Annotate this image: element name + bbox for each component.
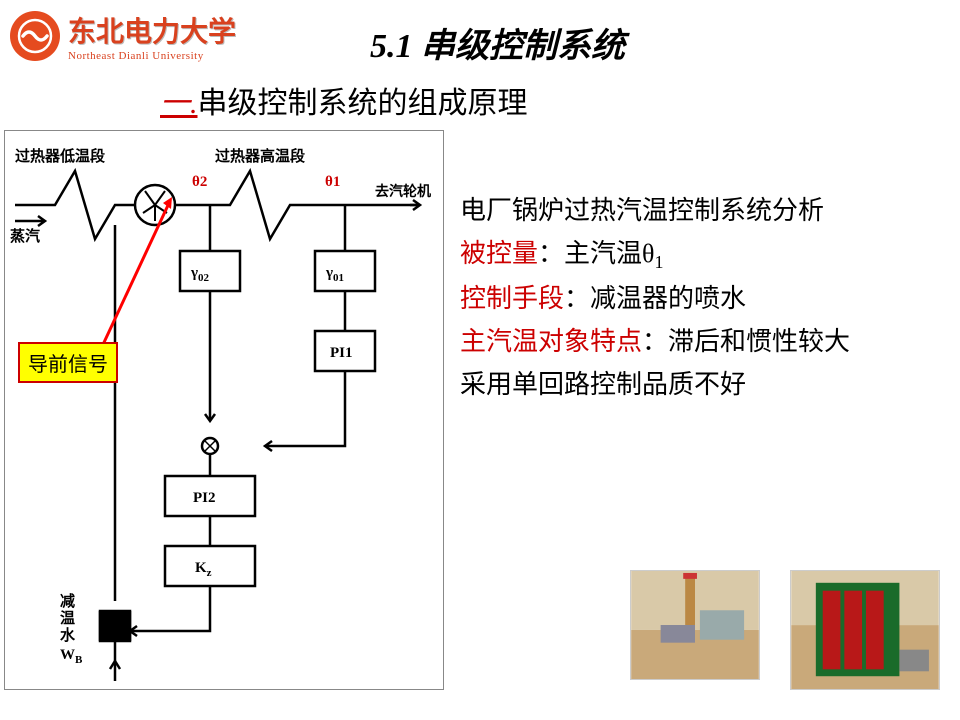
- label-steam: 蒸汽: [10, 227, 40, 245]
- logo-mark-icon: [10, 11, 60, 61]
- label-cooling2: 温: [60, 610, 75, 627]
- boiler-thumbnail-icon: [790, 570, 940, 690]
- label-wb: WB: [60, 647, 83, 666]
- body-line-5: 采用单回路控制品质不好: [460, 364, 948, 407]
- block-pi2: PI2: [193, 490, 216, 506]
- slide-subtitle: 一.串级控制系统的组成原理: [160, 78, 528, 122]
- body-line-3: 控制手段：减温器的喷水: [460, 278, 948, 321]
- body-line-1: 电厂锅炉过热汽温控制系统分析: [460, 190, 948, 233]
- university-name-en: Northeast Dianli University: [68, 50, 236, 62]
- subtitle-text: 串级控制系统的组成原理: [198, 87, 528, 120]
- label-low-temp: 过热器低温段: [15, 147, 105, 165]
- logo-text: 东北电力大学 Northeast Dianli University: [68, 10, 236, 62]
- slide-title: 5.1 串级控制系统: [370, 18, 625, 67]
- body-line-4: 主汽温对象特点：滞后和惯性较大: [460, 321, 948, 364]
- body-line-2: 被控量：主汽温θ1: [460, 233, 948, 278]
- lead-signal-callout: 导前信号: [18, 342, 118, 383]
- university-logo: 东北电力大学 Northeast Dianli University: [10, 10, 236, 62]
- label-cooling: 减: [60, 592, 75, 610]
- label-theta1: θ1: [325, 174, 340, 190]
- label-high-temp: 过热器高温段: [215, 147, 305, 165]
- body-text: 电厂锅炉过热汽温控制系统分析 被控量：主汽温θ1 控制手段：减温器的喷水 主汽温…: [460, 190, 948, 406]
- label-theta2: θ2: [192, 174, 207, 190]
- subtitle-number: 一.: [160, 87, 198, 120]
- university-name-cn: 东北电力大学: [68, 10, 236, 50]
- label-cooling3: 水: [60, 626, 76, 644]
- cascade-control-diagram: 过热器低温段 过热器高温段 蒸汽 去汽轮机 θ2 θ1 γ02 γ01 PI1 …: [4, 130, 444, 690]
- block-pi1: PI1: [330, 345, 353, 361]
- plant-thumbnail-icon: [630, 570, 760, 680]
- label-to-turbine: 去汽轮机: [375, 183, 431, 200]
